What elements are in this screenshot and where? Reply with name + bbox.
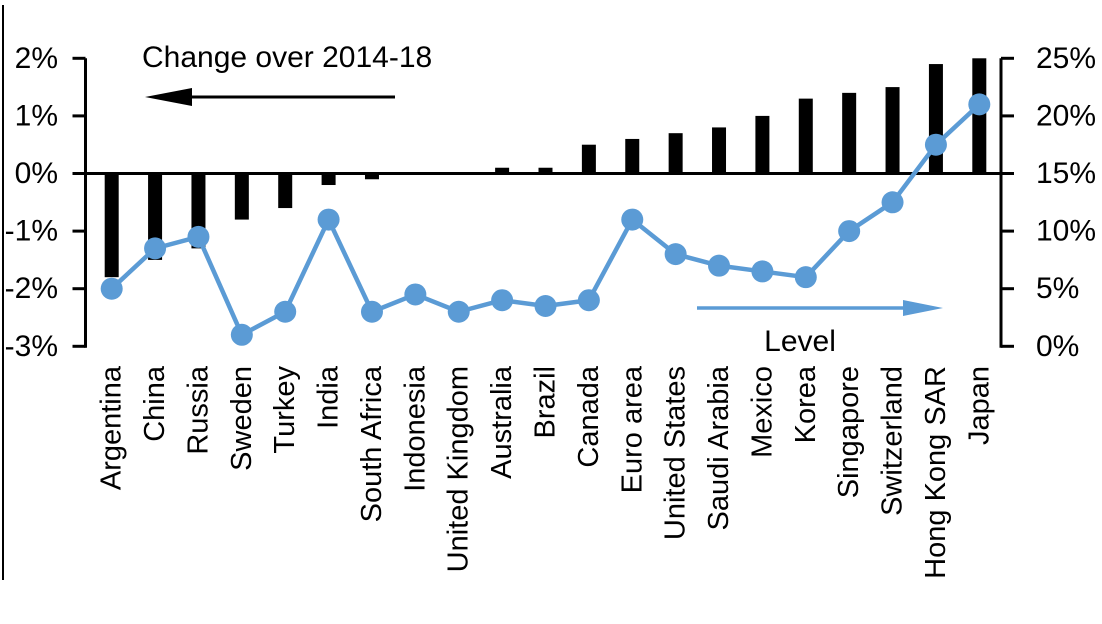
level-marker: [187, 225, 210, 248]
left-axis-tick-label: -3%: [5, 330, 58, 363]
level-marker: [664, 243, 687, 266]
left-axis-tick-label: -1%: [5, 215, 58, 248]
category-label: Hong Kong SAR: [920, 366, 952, 579]
level-marker: [491, 289, 514, 312]
bar: [321, 173, 336, 186]
level-marker: [924, 133, 947, 156]
bar: [928, 64, 943, 174]
category-label: Saudi Arabia: [703, 365, 735, 530]
category-label: India: [313, 365, 345, 429]
category-label: Japan: [963, 366, 995, 445]
level-annotation-label: Level: [764, 325, 836, 358]
bar: [495, 167, 510, 174]
left-axis-tick-label: 0%: [15, 157, 58, 190]
right-axis-tick-label: 10%: [1036, 215, 1096, 248]
bar: [755, 115, 770, 174]
bar: [625, 138, 640, 174]
level-marker: [881, 191, 904, 214]
bar: [972, 58, 987, 174]
category-label: Mexico: [746, 366, 778, 458]
category-label: Sweden: [226, 366, 258, 471]
left-axis-tick-label: 2%: [15, 42, 58, 75]
bar: [885, 87, 900, 174]
category-label: South Africa: [356, 365, 388, 522]
bar: [278, 173, 293, 209]
level-marker: [794, 266, 817, 289]
level-marker: [360, 300, 383, 323]
level-marker: [534, 294, 557, 317]
bar: [798, 98, 813, 174]
level-marker: [404, 283, 427, 306]
level-marker: [621, 208, 644, 231]
bars-series-change: [104, 58, 987, 278]
line-series-level: [100, 93, 991, 346]
right-axis-tick-label: 20%: [1036, 99, 1096, 132]
bar: [581, 144, 596, 174]
level-marker: [230, 323, 253, 346]
bar: [538, 167, 553, 174]
category-label: United Kingdom: [443, 366, 475, 572]
level-marker: [144, 237, 167, 260]
category-label: United States: [660, 366, 692, 540]
bar: [712, 127, 727, 174]
change-annotation-label: Change over 2014-18: [142, 41, 432, 74]
level-marker: [274, 300, 297, 323]
level-marker: [751, 260, 774, 283]
category-label: China: [139, 365, 171, 442]
bar: [364, 173, 379, 180]
category-labels: Argentina China Russia Sweden Turkey India Sou…: [96, 365, 996, 579]
category-label: Singapore: [833, 366, 865, 498]
bar: [104, 173, 119, 278]
right-axis-tick-label: 15%: [1036, 157, 1096, 190]
level-marker: [838, 220, 861, 243]
category-label: Argentina: [96, 365, 128, 490]
bar: [842, 92, 857, 174]
category-label: Korea: [790, 365, 822, 443]
category-label: Turkey: [269, 366, 301, 454]
level-marker: [708, 254, 731, 277]
left-axis-tick-label: 1%: [15, 99, 58, 132]
level-marker: [447, 300, 470, 323]
category-label: Russia: [182, 365, 214, 455]
category-label: Canada: [573, 365, 605, 467]
right-axis-tick-label: 0%: [1036, 330, 1079, 363]
bar: [668, 133, 683, 174]
level-marker: [100, 277, 123, 300]
left-arrow-icon: [145, 88, 192, 106]
bar: [234, 173, 249, 220]
right-axis-tick-label: 5%: [1036, 272, 1079, 305]
level-marker: [968, 93, 991, 116]
category-label: Euro area: [616, 365, 648, 493]
right-arrow-icon: [903, 300, 943, 316]
category-label: Australia: [486, 365, 518, 479]
category-label: Indonesia: [399, 365, 431, 492]
left-axis-tick-label: -2%: [5, 272, 58, 305]
level-marker: [317, 208, 340, 231]
right-axis-tick-label: 25%: [1036, 42, 1096, 75]
level-marker: [577, 289, 600, 312]
category-label: Switzerland: [877, 366, 909, 516]
category-label: Brazil: [530, 366, 562, 439]
